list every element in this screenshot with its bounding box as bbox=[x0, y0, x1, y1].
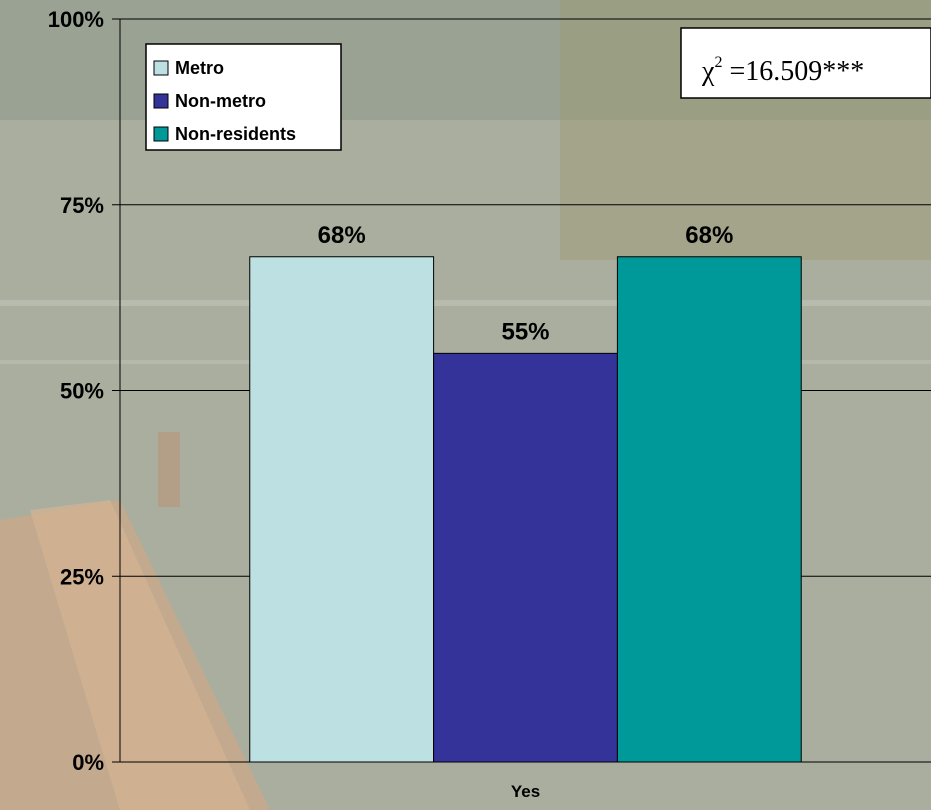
y-tick-label: 100% bbox=[48, 7, 104, 32]
chi-symbol: χ bbox=[701, 56, 715, 87]
data-label: 68% bbox=[685, 222, 733, 249]
data-label: 55% bbox=[501, 318, 549, 345]
y-tick-label: 0% bbox=[72, 750, 104, 775]
legend-box bbox=[145, 43, 342, 151]
y-tick-label: 25% bbox=[60, 564, 104, 589]
bar-non-residents bbox=[616, 256, 802, 763]
legend-label-non-residents: Non-residents bbox=[175, 124, 296, 144]
legend-swatch-metro bbox=[153, 60, 169, 76]
bar-non-metro bbox=[433, 352, 618, 763]
chi-value: =16.509*** bbox=[722, 56, 864, 87]
data-labels: 68% 55% 68% bbox=[318, 222, 734, 346]
y-tick-label: 75% bbox=[60, 193, 104, 218]
svg-text:χ2 =16.509***: χ2 =16.509*** bbox=[701, 54, 864, 87]
legend-swatch-non-residents bbox=[153, 126, 169, 142]
legend-label-metro: Metro bbox=[175, 58, 224, 78]
bars bbox=[249, 256, 802, 763]
x-category-label: Yes bbox=[511, 782, 540, 801]
annotation-box bbox=[680, 27, 931, 99]
y-tick-label: 50% bbox=[60, 379, 104, 404]
bar-metro bbox=[249, 256, 435, 763]
legend-label-non-metro: Non-metro bbox=[175, 91, 266, 111]
chi-superscript: 2 bbox=[714, 54, 722, 71]
legend: Metro Non-metro Non-residents bbox=[145, 43, 342, 151]
chi-square-annotation: χ2 =16.509*** bbox=[680, 27, 931, 99]
legend-swatch-non-metro bbox=[153, 93, 169, 109]
data-label: 68% bbox=[318, 222, 366, 249]
